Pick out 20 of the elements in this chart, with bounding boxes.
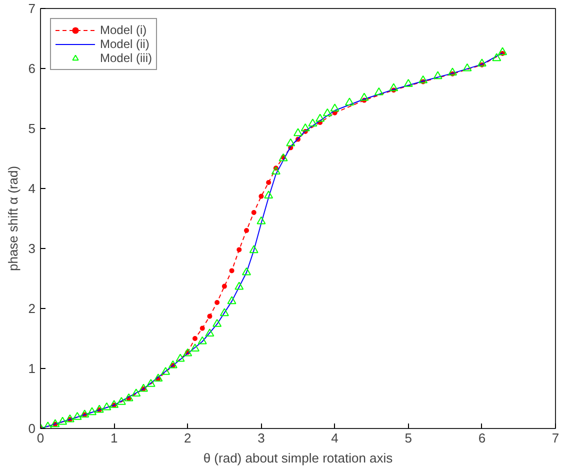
x-tick-label: 2 — [184, 430, 192, 446]
x-tick-label: 5 — [404, 430, 412, 446]
y-tick-label: 7 — [28, 1, 36, 16]
x-tick-label: 7 — [552, 430, 560, 446]
y-tick-label: 1 — [28, 361, 36, 376]
x-tick-label: 6 — [478, 430, 486, 446]
x-tick-label: 1 — [110, 430, 118, 446]
legend-label: Model (i) — [100, 23, 147, 37]
y-tick-label: 6 — [28, 61, 36, 76]
y-tick-label: 2 — [28, 301, 36, 316]
y-tick-label: 4 — [28, 181, 36, 196]
y-tick-label: 3 — [28, 241, 36, 256]
y-axis-title: phase shift α (rad) — [5, 166, 20, 272]
y-tick-label: 5 — [28, 121, 36, 136]
x-tick-label: 3 — [258, 430, 265, 446]
x-tick-label: 4 — [331, 430, 338, 446]
legend-label: Model (iii) — [100, 51, 152, 65]
x-axis-title: θ (rad) about simple rotation axis — [203, 450, 394, 466]
legend-label: Model (ii) — [100, 37, 150, 51]
y-tick-label: 0 — [28, 421, 36, 436]
